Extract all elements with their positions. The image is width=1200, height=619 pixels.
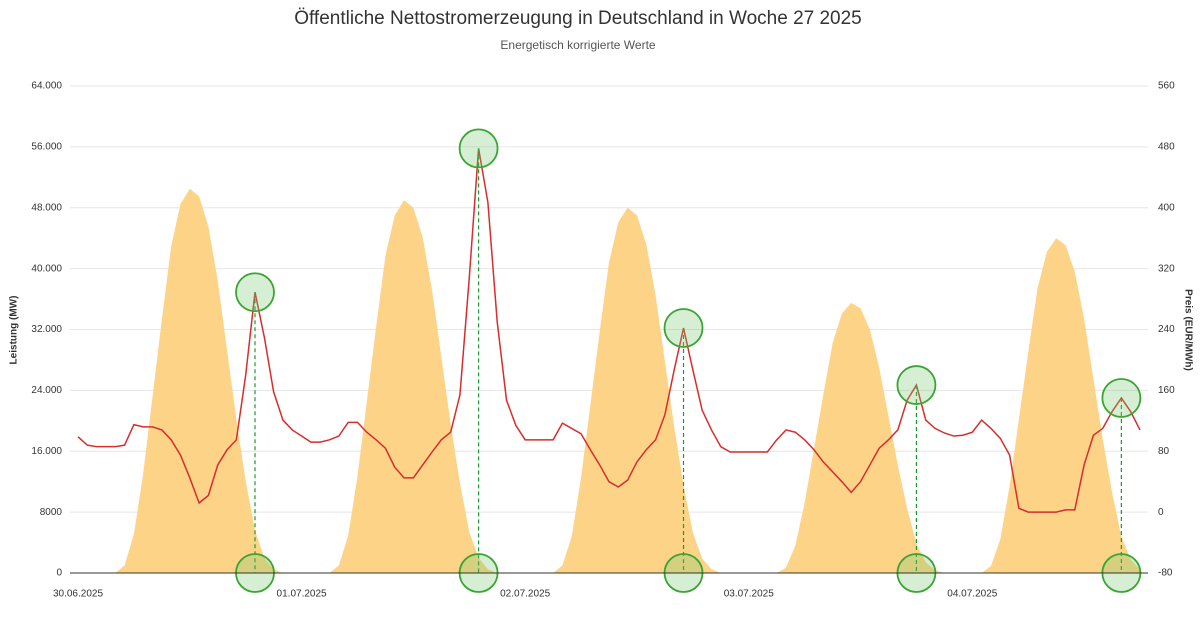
price-line xyxy=(77,148,1141,513)
y-tick-label: 40.000 xyxy=(31,263,62,274)
y2-tick-label: 480 xyxy=(1158,142,1175,153)
chart-title: Öffentliche Nettostromerzeugung in Deuts… xyxy=(294,8,862,29)
highlight-peak xyxy=(663,308,704,348)
highlight-peak xyxy=(896,365,937,405)
highlight-peak xyxy=(1101,378,1142,418)
highlight-peak xyxy=(458,128,499,169)
y2-axis-label: Preis (EUR/MWh) xyxy=(1182,289,1193,371)
y2-tick-label: 320 xyxy=(1158,263,1175,274)
solar-area xyxy=(78,188,1140,573)
y-tick-label: 64.000 xyxy=(31,81,62,92)
x-tick-label: 03.07.2025 xyxy=(724,589,774,600)
y-tick-label: 16.000 xyxy=(31,446,62,457)
y2-tick-label: 0 xyxy=(1158,507,1164,518)
y2-tick-label: 80 xyxy=(1158,446,1170,457)
x-tick-label: 01.07.2025 xyxy=(277,589,327,600)
x-tick-label: 30.06.2025 xyxy=(53,589,103,600)
y-tick-label: 24.000 xyxy=(31,385,62,396)
y-axis-label: Leistung (MW) xyxy=(9,296,20,365)
x-tick-label: 04.07.2025 xyxy=(947,589,997,600)
x-tick-label: 02.07.2025 xyxy=(500,589,550,600)
y2-tick-label: 560 xyxy=(1158,81,1175,92)
y-tick-label: 48.000 xyxy=(31,202,62,213)
chart-subtitle: Energetisch korrigierte Werte xyxy=(500,38,656,52)
highlight-peak xyxy=(235,272,275,313)
y2-tick-label: -80 xyxy=(1158,568,1173,579)
y-tick-label: 32.000 xyxy=(31,324,62,335)
y2-tick-label: 240 xyxy=(1158,324,1175,335)
y2-tick-label: 160 xyxy=(1158,385,1175,396)
y-tick-label: 8000 xyxy=(40,507,63,518)
y2-tick-label: 400 xyxy=(1158,202,1175,213)
y-tick-label: 0 xyxy=(56,568,62,579)
y-tick-label: 56.000 xyxy=(31,142,62,153)
